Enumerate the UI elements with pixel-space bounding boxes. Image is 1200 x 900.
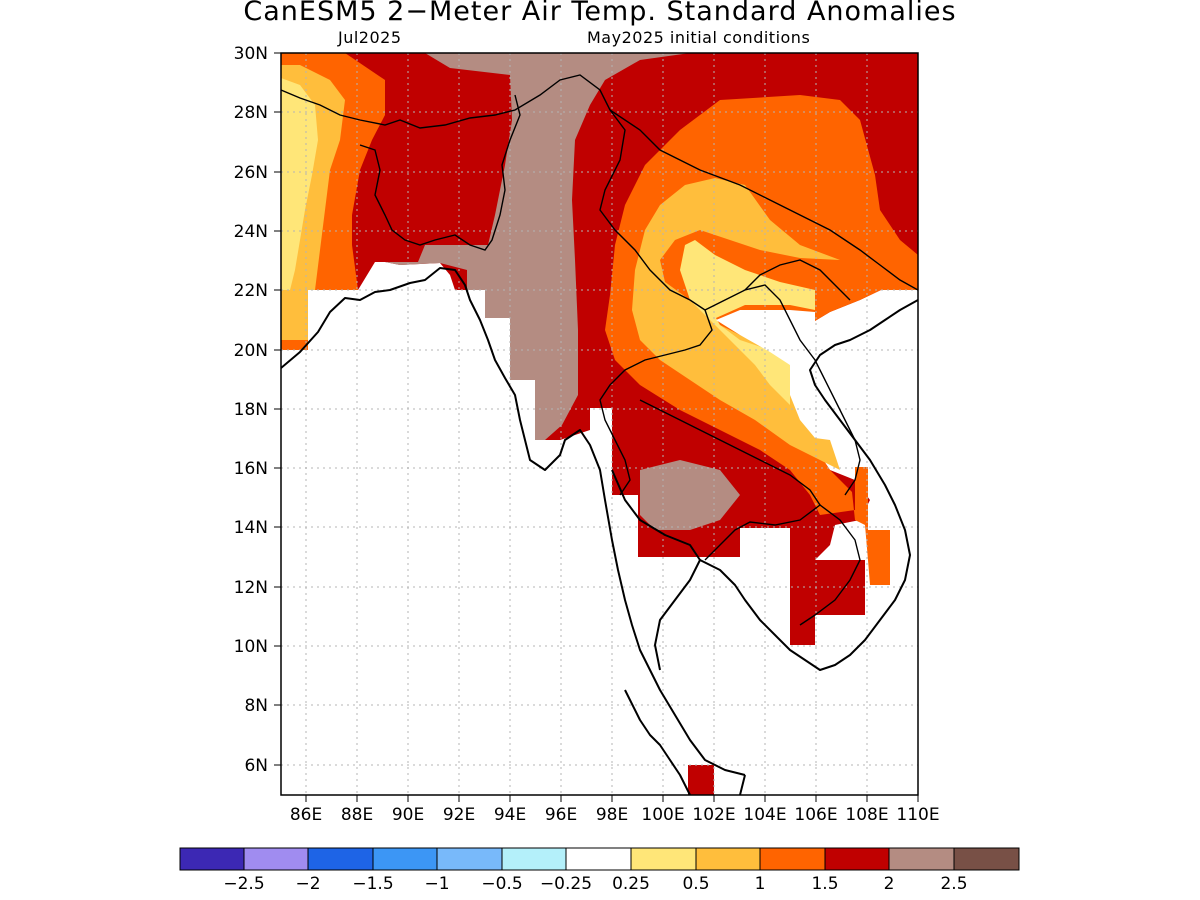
initial-conditions: May2025 initial conditions — [587, 28, 811, 47]
border-thailand-laos — [704, 284, 861, 496]
lon-label: 88E — [341, 805, 373, 825]
colorbar — [179, 847, 1020, 871]
colorbar-label: 1.5 — [811, 874, 838, 894]
anomaly-tile-south — [688, 765, 714, 795]
colorbar-label: −1 — [424, 874, 449, 894]
lat-label: 30N — [234, 44, 268, 64]
gridlines — [281, 53, 918, 795]
colorbar-labels: −2.5 −2 −1.5 −1 −0.5 −0.25 0.25 0.5 1 1.… — [223, 874, 967, 894]
colorbar-swatch — [759, 847, 826, 871]
lat-axis: 30N 28N 26N 24N 22N 20N 18N 16N 14N 12N … — [234, 44, 268, 776]
borders — [281, 74, 918, 626]
lat-label: 18N — [234, 400, 268, 420]
lon-label: 102E — [692, 805, 735, 825]
tick-marks — [274, 52, 919, 802]
colorbar-label: −2.5 — [223, 874, 264, 894]
colorbar-swatch — [695, 847, 761, 871]
lon-label: 106E — [794, 805, 837, 825]
lon-label: 108E — [845, 805, 888, 825]
colorbar-label: 1 — [755, 874, 766, 894]
border-laos-vietnam — [744, 259, 851, 301]
border-india-bangladesh — [359, 94, 521, 251]
colorbar-swatch — [565, 847, 632, 871]
colorbar-swatch — [372, 847, 438, 871]
colorbar-swatch — [630, 847, 697, 871]
border-china-south — [609, 109, 918, 291]
colorbar-swatch — [307, 847, 374, 871]
coastlines — [281, 267, 918, 795]
lat-label: 20N — [234, 341, 268, 361]
anomaly-region-25 — [385, 53, 690, 440]
lon-label: 90E — [392, 805, 424, 825]
lon-label: 104E — [743, 805, 786, 825]
map-title: CanESM5 2−Meter Air Temp. Standard Anoma… — [243, 0, 957, 27]
border-cambodia-vietnam — [799, 504, 861, 626]
lon-label: 86E — [290, 805, 322, 825]
colorbar-label: −0.5 — [481, 874, 522, 894]
lon-label: 92E — [443, 805, 475, 825]
map-frame — [280, 52, 919, 796]
forecast-month: Jul2025 — [338, 28, 402, 47]
anomaly-region-05 — [281, 78, 318, 290]
lat-label: 16N — [234, 459, 268, 479]
coastline-malay — [624, 689, 746, 795]
lon-label: 98E — [596, 805, 628, 825]
colorbar-label: 2 — [884, 874, 895, 894]
lon-axis: 86E 88E 90E 92E 94E 96E 98E 100E 102E 10… — [290, 805, 940, 825]
colorbar-swatch — [179, 847, 245, 871]
lon-label: 96E — [545, 805, 577, 825]
anomaly-region-0e — [716, 310, 815, 365]
anomaly-shading — [281, 53, 918, 795]
colorbar-swatch — [501, 847, 567, 871]
colorbar-swatch — [436, 847, 503, 871]
lat-label: 6N — [244, 756, 268, 776]
border-thailand-cambodia — [639, 399, 821, 561]
coastline-cambodia-vietnam — [699, 299, 918, 671]
lon-label: 94E — [494, 805, 526, 825]
lat-label: 22N — [234, 281, 268, 301]
colorbar-label: 0.5 — [682, 874, 709, 894]
colorbar-label: −0.25 — [540, 874, 592, 894]
colorbar-swatch — [888, 847, 955, 871]
colorbar-label: 0.25 — [612, 874, 650, 894]
lat-label: 14N — [234, 518, 268, 538]
colorbar-swatch — [824, 847, 890, 871]
lon-label: 100E — [641, 805, 684, 825]
lat-label: 28N — [234, 103, 268, 123]
anomaly-region-25b — [640, 460, 740, 530]
colorbar-swatch — [953, 847, 1020, 871]
lat-label: 8N — [244, 696, 268, 716]
lat-label: 10N — [234, 637, 268, 657]
coastline-bay-of-bengal — [281, 267, 746, 776]
lon-label: 110E — [896, 805, 939, 825]
border-himalaya — [281, 74, 611, 129]
colorbar-label: 2.5 — [940, 874, 967, 894]
colorbar-label: −2 — [295, 874, 320, 894]
lat-label: 12N — [234, 578, 268, 598]
lat-label: 26N — [234, 163, 268, 183]
colorbar-swatch — [243, 847, 309, 871]
lat-label: 24N — [234, 222, 268, 242]
border-myanmar-east — [599, 109, 713, 496]
colorbar-label: −1.5 — [352, 874, 393, 894]
